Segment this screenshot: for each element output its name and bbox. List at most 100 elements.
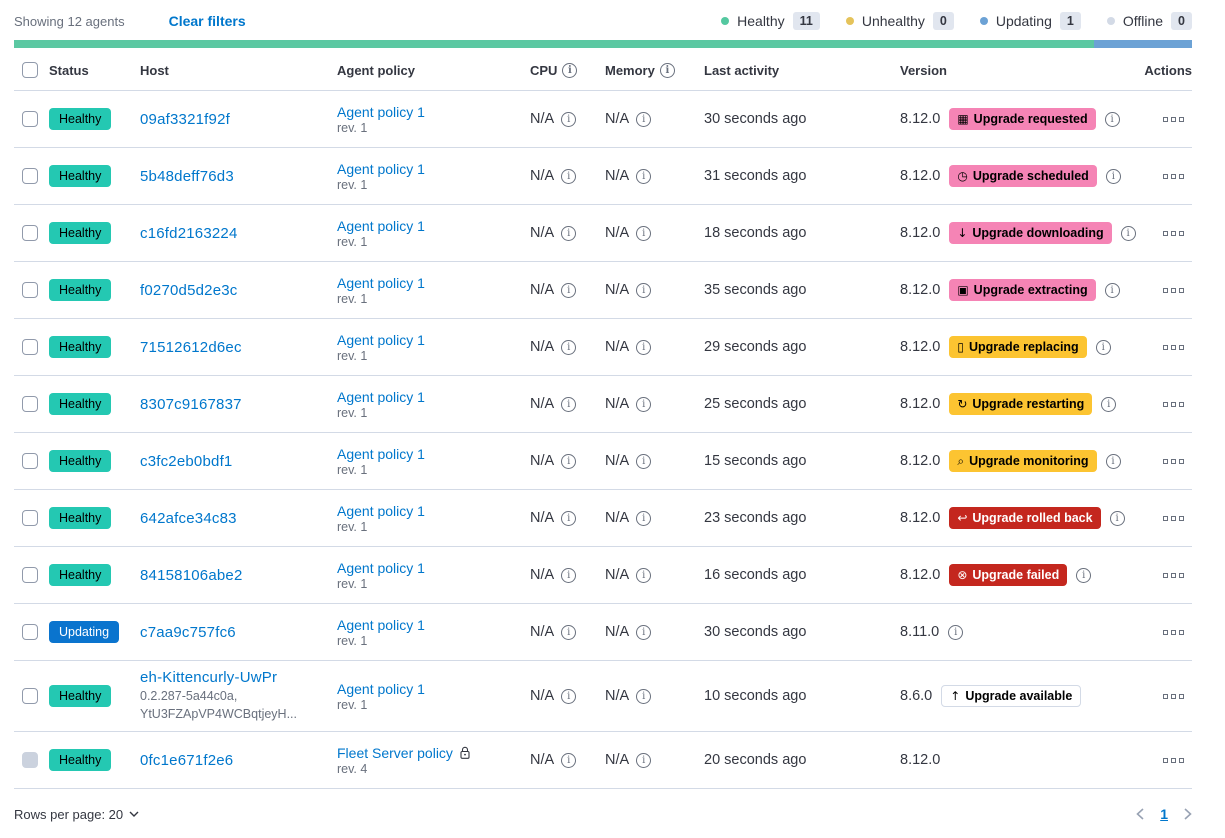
cpu-value-info-icon[interactable]: i <box>561 510 577 526</box>
cpu-value-info-icon[interactable]: i <box>561 752 577 768</box>
version-info-icon[interactable]: i <box>1076 567 1092 583</box>
row-checkbox[interactable] <box>22 688 38 705</box>
host-link[interactable]: f0270d5d2e3c <box>140 281 238 299</box>
page-number-1[interactable]: 1 <box>1160 806 1168 823</box>
row-checkbox[interactable] <box>22 339 38 355</box>
cpu-value-info-icon[interactable]: i <box>561 567 577 583</box>
version-info-icon[interactable]: i <box>1095 339 1111 355</box>
host-link[interactable]: 0fc1e671f2e6 <box>140 751 234 769</box>
version-info-icon[interactable]: i <box>1104 282 1120 298</box>
agent-version: 8.12.0 <box>900 225 941 241</box>
cpu-value-info-icon[interactable]: i <box>561 453 577 469</box>
host-link[interactable]: 71512612d6ec <box>140 338 242 356</box>
host-link[interactable]: eh-Kittencurly-UwPr <box>140 669 278 686</box>
legend-item-updating[interactable]: Updating 1 <box>979 12 1081 30</box>
row-checkbox[interactable] <box>22 510 38 526</box>
row-checkbox[interactable] <box>22 225 38 241</box>
select-all-checkbox[interactable] <box>22 62 38 78</box>
row-actions-button[interactable] <box>1161 690 1186 703</box>
cpu-value-info-icon[interactable]: i <box>561 339 577 355</box>
memory-value-info-icon[interactable]: i <box>636 624 652 640</box>
row-actions-button[interactable] <box>1161 512 1186 525</box>
clear-filters-button[interactable]: Clear filters <box>168 13 246 29</box>
row-actions-button[interactable] <box>1161 398 1186 411</box>
memory-value: N/A <box>605 688 630 705</box>
memory-value-info-icon[interactable]: i <box>636 567 652 583</box>
next-page-button[interactable] <box>1184 808 1192 820</box>
rows-per-page-button[interactable]: Rows per page: 20 <box>14 807 139 822</box>
host-link[interactable]: c16fd2163224 <box>140 224 238 242</box>
boxes-horizontal-icon <box>1163 116 1168 122</box>
legend-item-healthy[interactable]: Healthy 11 <box>721 12 820 30</box>
policy-link[interactable]: Agent policy 1 <box>337 331 425 348</box>
previous-page-button[interactable] <box>1136 808 1144 820</box>
memory-value-info-icon[interactable]: i <box>636 282 652 298</box>
cpu-info-icon[interactable]: i <box>562 62 578 78</box>
row-actions-button[interactable] <box>1161 754 1186 767</box>
row-checkbox[interactable] <box>22 567 38 583</box>
host-link[interactable]: 09af3321f92f <box>140 110 230 128</box>
last-activity: 29 seconds ago <box>704 339 807 355</box>
policy-link[interactable]: Agent policy 1 <box>337 616 425 633</box>
memory-value-info-icon[interactable]: i <box>636 688 652 704</box>
version-info-icon[interactable]: i <box>1105 453 1121 469</box>
host-link[interactable]: 642afce34c83 <box>140 509 237 527</box>
row-actions-button[interactable] <box>1161 113 1186 126</box>
policy-revision: rev. 1 <box>337 405 368 420</box>
host-link[interactable]: 8307c9167837 <box>140 395 242 413</box>
policy-link[interactable]: Agent policy 1 <box>337 388 425 405</box>
policy-link[interactable]: Agent policy 1 <box>337 680 425 697</box>
cpu-value-info-icon[interactable]: i <box>561 111 577 127</box>
row-actions-button[interactable] <box>1161 170 1186 183</box>
memory-value-info-icon[interactable]: i <box>636 339 652 355</box>
cpu-value-info-icon[interactable]: i <box>561 168 577 184</box>
memory-info-icon[interactable]: i <box>659 62 675 78</box>
row-checkbox[interactable] <box>22 282 38 298</box>
policy-link[interactable]: Agent policy 1 <box>337 502 425 519</box>
legend-item-offline[interactable]: Offline 0 <box>1106 12 1192 30</box>
policy-link[interactable]: Agent policy 1 <box>337 445 425 462</box>
cpu-value: N/A <box>530 111 555 127</box>
row-checkbox[interactable] <box>22 396 38 412</box>
row-checkbox[interactable] <box>22 168 38 184</box>
policy-link[interactable]: Fleet Server policy <box>337 744 453 761</box>
row-actions-button[interactable] <box>1161 341 1186 354</box>
cpu-value-info-icon[interactable]: i <box>561 624 577 640</box>
policy-link[interactable]: Agent policy 1 <box>337 103 425 120</box>
host-link[interactable]: c3fc2eb0bdf1 <box>140 452 233 470</box>
cpu-value-info-icon[interactable]: i <box>561 688 577 704</box>
host-link[interactable]: 5b48deff76d3 <box>140 167 234 185</box>
version-info-icon[interactable]: i <box>1109 510 1125 526</box>
row-checkbox[interactable] <box>22 624 38 640</box>
version-info-icon[interactable]: i <box>948 624 964 640</box>
memory-value-info-icon[interactable]: i <box>636 396 652 412</box>
policy-link[interactable]: Agent policy 1 <box>337 274 425 291</box>
policy-link[interactable]: Agent policy 1 <box>337 217 425 234</box>
policy-link[interactable]: Agent policy 1 <box>337 160 425 177</box>
version-info-icon[interactable]: i <box>1120 225 1136 241</box>
version-info-icon[interactable]: i <box>1101 396 1117 412</box>
row-actions-button[interactable] <box>1161 626 1186 639</box>
row-checkbox[interactable] <box>22 111 38 127</box>
memory-value-info-icon[interactable]: i <box>636 111 652 127</box>
row-actions-button[interactable] <box>1161 569 1186 582</box>
row-actions-button[interactable] <box>1161 455 1186 468</box>
version-info-icon[interactable]: i <box>1105 168 1121 184</box>
row-actions-button[interactable] <box>1161 227 1186 240</box>
memory-value-info-icon[interactable]: i <box>636 453 652 469</box>
row-actions-button[interactable] <box>1161 284 1186 297</box>
cpu-value-info-icon[interactable]: i <box>561 225 577 241</box>
row-checkbox[interactable] <box>22 752 38 769</box>
cpu-value-info-icon[interactable]: i <box>561 396 577 412</box>
version-info-icon[interactable]: i <box>1104 111 1120 127</box>
host-link[interactable]: c7aa9c757fc6 <box>140 623 236 641</box>
legend-item-unhealthy[interactable]: Unhealthy 0 <box>845 12 954 30</box>
host-link[interactable]: 84158106abe2 <box>140 566 243 584</box>
memory-value-info-icon[interactable]: i <box>636 225 652 241</box>
memory-value-info-icon[interactable]: i <box>636 752 652 768</box>
row-checkbox[interactable] <box>22 453 38 469</box>
memory-value-info-icon[interactable]: i <box>636 510 652 526</box>
cpu-value-info-icon[interactable]: i <box>561 282 577 298</box>
policy-link[interactable]: Agent policy 1 <box>337 559 425 576</box>
memory-value-info-icon[interactable]: i <box>636 168 652 184</box>
